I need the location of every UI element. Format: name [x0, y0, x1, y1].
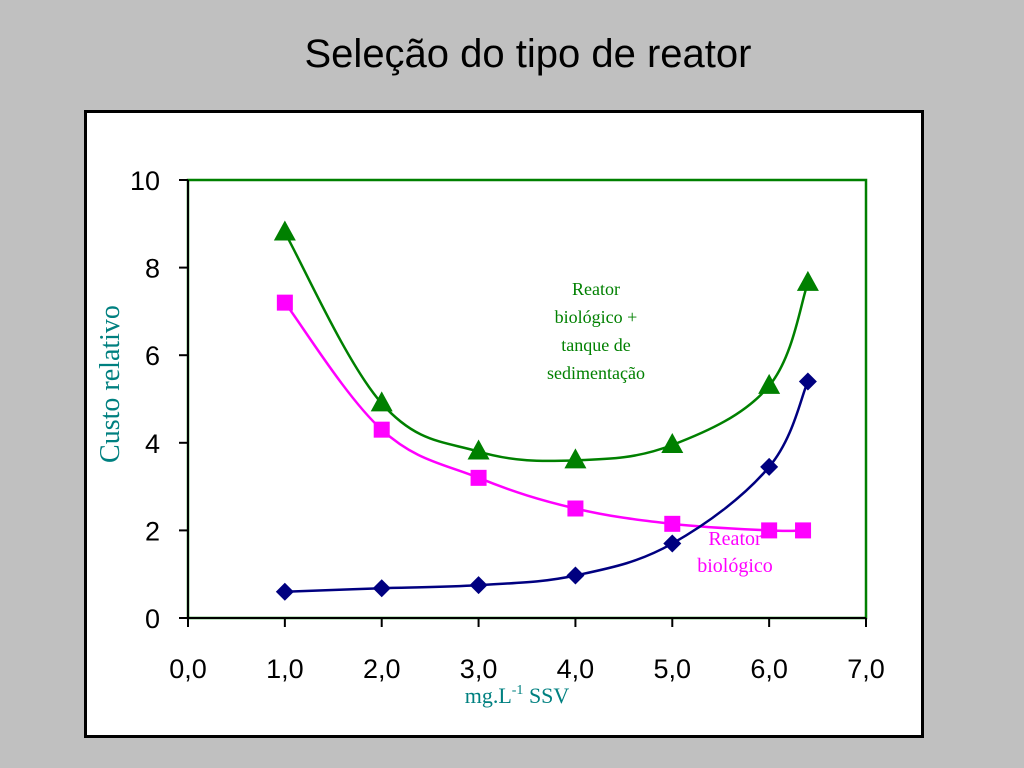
triangle-marker [758, 373, 781, 394]
tick-labels: 0,0 1,0 2,0 3,0 4,0 5,0 6,0 7,0 0 2 4 6 8 10 [130, 166, 885, 684]
x-tick-label: 5,0 [654, 654, 692, 684]
triangle-marker [370, 391, 393, 412]
square-marker [664, 515, 681, 532]
annotation-line: sedimentação [547, 363, 645, 383]
diamond-marker [566, 566, 585, 585]
x-tick-label: 3,0 [460, 654, 498, 684]
x-axis-label-sup: -1 [512, 683, 524, 698]
plot-area-border [186, 178, 868, 620]
axes [179, 179, 867, 627]
x-axis-label-rest: SSV [523, 683, 569, 708]
y-axis-label: Custo relativo [95, 305, 126, 463]
diamond-marker [469, 576, 488, 595]
triangle-marker [564, 448, 587, 469]
diamond-marker [372, 579, 391, 598]
y-tick-label: 4 [145, 429, 160, 459]
slide-title: Seleção do tipo de reator [304, 32, 752, 76]
square-marker [470, 469, 487, 486]
chart-svg: 0,0 1,0 2,0 3,0 4,0 5,0 6,0 7,0 0 2 4 6 8 10 Reator bi… [95, 166, 885, 708]
triangle-marker [661, 432, 684, 453]
series-line-triangle [283, 231, 810, 463]
x-tick-label: 1,0 [266, 654, 304, 684]
y-tick-label: 2 [145, 516, 160, 546]
series-line-square [283, 301, 804, 533]
annotation-line: Reator [708, 528, 762, 550]
annotations: Reator biológico + tanque de sedimentaçãoRe… [547, 279, 773, 577]
square-marker [795, 522, 812, 539]
diamond-marker [798, 372, 817, 391]
diamond-marker [663, 534, 682, 553]
y-tick-label: 10 [130, 166, 160, 196]
annotation-line: biológico + [555, 307, 638, 327]
chart-frame: 0,0 1,0 2,0 3,0 4,0 5,0 6,0 7,0 0 2 4 6 8 10 Reator bi… [84, 110, 924, 738]
square-marker [373, 421, 390, 438]
annotation-line: biológico [697, 555, 773, 577]
x-tick-label: 0,0 [169, 654, 207, 684]
annotation-green-label: Reator biológico + tanque de sedimentação [547, 279, 645, 383]
square-marker [567, 500, 584, 517]
y-tick-label: 6 [145, 341, 160, 371]
x-axis-label-base: mg.L [465, 683, 512, 708]
annotation-line: Reator [572, 279, 620, 299]
x-tick-label: 4,0 [557, 654, 595, 684]
annotation-line: tanque de [561, 335, 630, 355]
diamond-marker [760, 457, 779, 476]
series-markers [273, 220, 819, 601]
triangle-marker [796, 270, 819, 291]
diamond-marker [275, 582, 294, 601]
x-tick-label: 6,0 [750, 654, 788, 684]
x-axis-label: mg.L-1 SSV [465, 683, 570, 708]
triangle-marker [467, 439, 490, 460]
square-marker [276, 294, 293, 311]
x-tick-label: 2,0 [363, 654, 401, 684]
y-tick-label: 0 [145, 604, 160, 634]
annotation-pink-label: Reator biológico [697, 528, 773, 577]
y-tick-label: 8 [145, 254, 160, 284]
x-tick-label: 7,0 [847, 654, 885, 684]
square-marker [761, 522, 778, 539]
triangle-marker [273, 220, 296, 241]
